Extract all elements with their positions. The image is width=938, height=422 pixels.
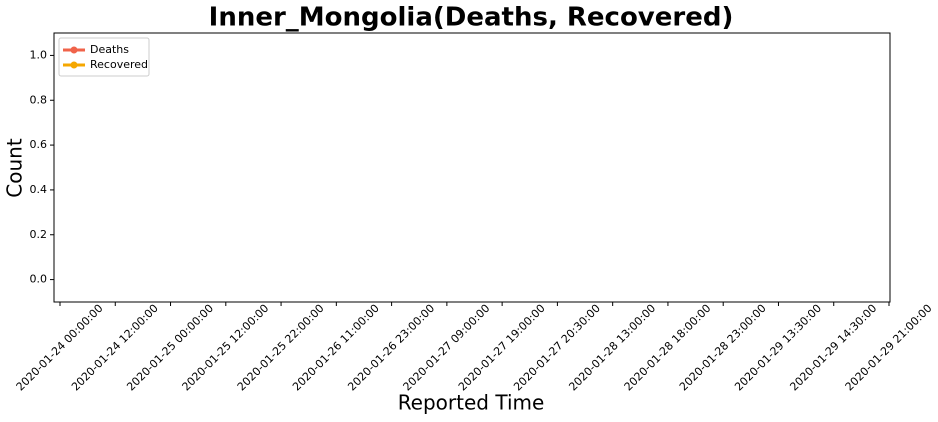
y-tick-label: 0.4 bbox=[30, 183, 48, 196]
chart-title: Inner_Mongolia(Deaths, Recovered) bbox=[209, 3, 734, 33]
x-axis-label: Reported Time bbox=[398, 391, 545, 415]
y-tick-label: 0.8 bbox=[30, 93, 48, 106]
legend-marker bbox=[70, 61, 78, 69]
legend-marker bbox=[70, 46, 78, 54]
plot-frame bbox=[53, 32, 891, 303]
y-tick-label: 0.2 bbox=[30, 228, 48, 241]
y-axis-label: Count bbox=[3, 138, 27, 198]
y-tick-label: 1.0 bbox=[30, 48, 48, 61]
y-tick-label: 0.6 bbox=[30, 138, 48, 151]
legend-label: Recovered bbox=[90, 58, 148, 71]
y-tick-label: 0.0 bbox=[30, 273, 48, 286]
legend-label: Deaths bbox=[90, 43, 129, 56]
